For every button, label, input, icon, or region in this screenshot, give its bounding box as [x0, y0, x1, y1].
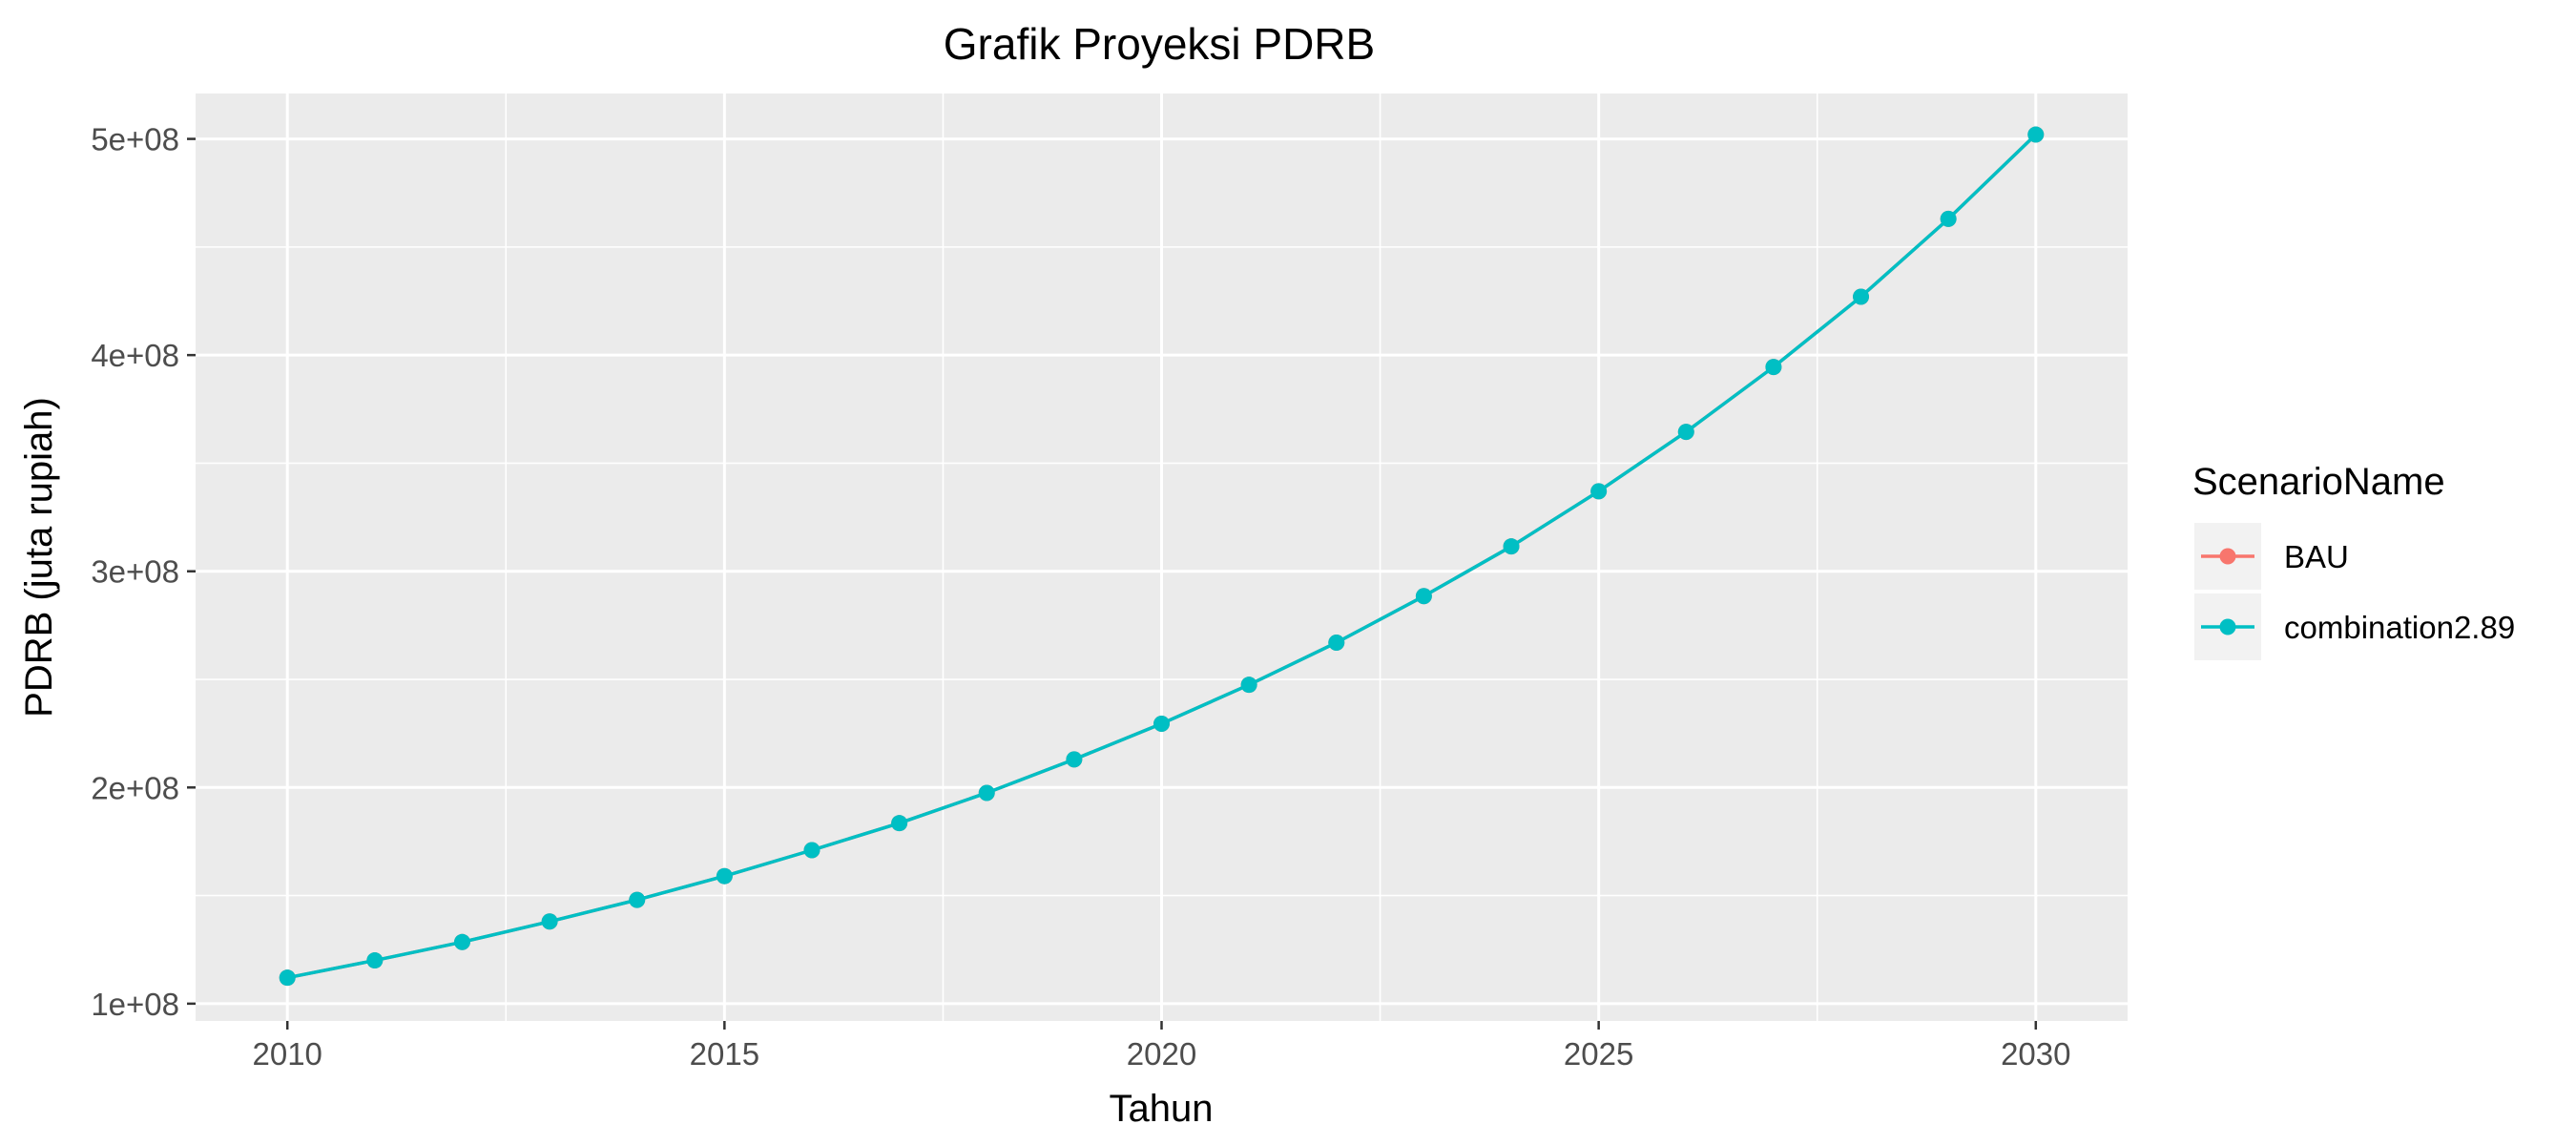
data-point [279, 969, 296, 987]
grid-major [196, 94, 2128, 1021]
data-point [1240, 677, 1257, 694]
data-point [1940, 210, 1957, 227]
y-tick-label: 3e+08 [91, 554, 179, 590]
data-point [1415, 588, 1432, 605]
legend-item: combination2.89 [2194, 593, 2515, 660]
legend-label: combination2.89 [2284, 610, 2515, 645]
x-tick-label: 2030 [2001, 1036, 2070, 1072]
data-point [978, 784, 995, 802]
y-axis-title: PDRB (juta rupiah) [18, 397, 60, 718]
legend-label: BAU [2284, 539, 2349, 574]
legend-title: ScenarioName [2192, 461, 2445, 503]
data-point [1590, 483, 1608, 500]
y-tick-label: 5e+08 [91, 122, 179, 157]
legend-item: BAU [2194, 523, 2349, 590]
data-point [1066, 751, 1083, 768]
x-tick-label: 2010 [252, 1036, 322, 1072]
y-axis: 1e+08 2e+08 3e+08 4e+08 5e+08 [91, 122, 196, 1022]
x-axis-title: Tahun [1110, 1088, 1214, 1130]
chart-title: Grafik Proyeksi PDRB [944, 19, 1375, 69]
data-point [366, 952, 384, 969]
data-point [891, 815, 908, 832]
data-point [629, 891, 646, 908]
series-combination2-89 [279, 126, 2045, 987]
data-point [541, 913, 558, 930]
x-tick-label: 2020 [1127, 1036, 1196, 1072]
data-point [1677, 424, 1694, 441]
data-point [803, 842, 821, 859]
data-point [1153, 715, 1170, 732]
legend-key-point [2219, 618, 2236, 635]
legend-items: BAU combination2.89 [2194, 523, 2515, 660]
legend: ScenarioName BAU combination2.89 [2192, 461, 2515, 660]
data-point [1853, 288, 1870, 305]
x-tick-label: 2025 [1564, 1036, 1633, 1072]
y-tick-label: 1e+08 [91, 987, 179, 1022]
data-point [1503, 538, 1520, 555]
series-layer [279, 126, 2045, 987]
data-point [1328, 634, 1345, 651]
y-tick-label: 2e+08 [91, 770, 179, 805]
data-point [1765, 359, 1782, 376]
y-tick-label: 4e+08 [91, 338, 179, 373]
legend-key-point [2219, 548, 2236, 565]
x-axis: 2010 2015 2020 2025 2030 [252, 1021, 2071, 1072]
x-tick-label: 2015 [690, 1036, 759, 1072]
data-point [716, 867, 733, 885]
data-point [2027, 126, 2045, 143]
data-point [453, 933, 470, 950]
